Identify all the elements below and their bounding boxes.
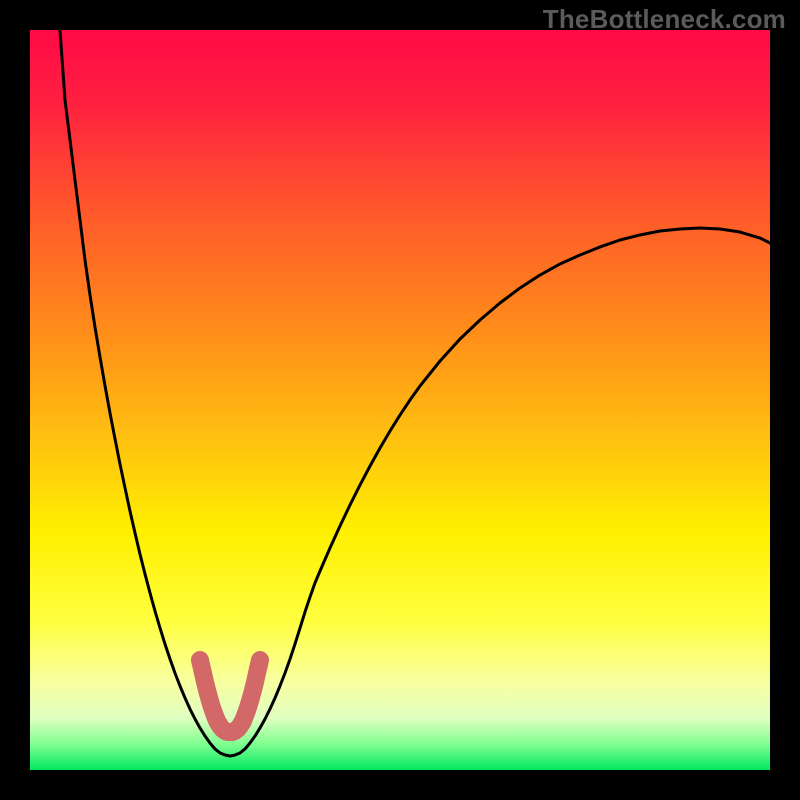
- chart-plot-area: [30, 30, 770, 770]
- bottleneck-curve-chart: [0, 0, 800, 800]
- chart-container: TheBottleneck.com: [0, 0, 800, 800]
- watermark-label: TheBottleneck.com: [543, 4, 786, 35]
